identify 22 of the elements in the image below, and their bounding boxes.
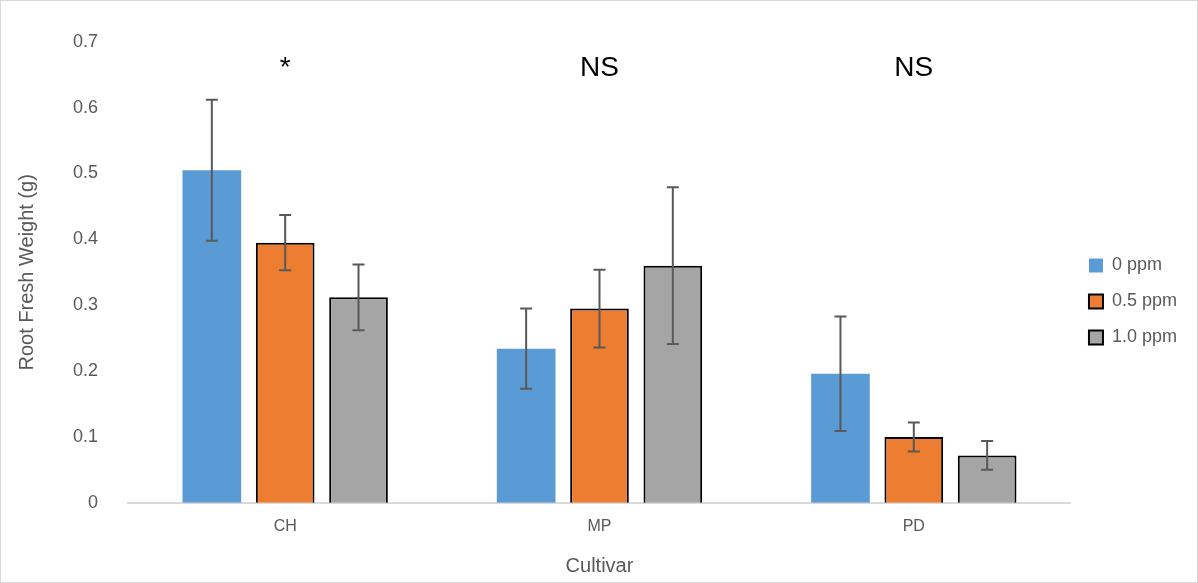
bar xyxy=(496,348,556,503)
y-tick-label: 0.2 xyxy=(72,360,99,381)
x-tick-label: MP xyxy=(587,516,612,534)
legend-label: 0 ppm xyxy=(1111,254,1162,275)
x-axis-title: Cultivar xyxy=(565,553,634,576)
annotation: * xyxy=(279,50,291,82)
y-tick-label: 0.5 xyxy=(72,162,99,183)
annotation: NS xyxy=(580,50,619,82)
y-tick-label: 0.7 xyxy=(72,30,99,51)
y-tick-label: 0.4 xyxy=(72,228,99,249)
bar xyxy=(811,373,870,503)
legend-label: 0.5 ppm xyxy=(1111,290,1178,311)
bar xyxy=(182,170,242,503)
x-tick-label: PD xyxy=(902,516,925,534)
y-tick-label: 0.1 xyxy=(72,425,99,446)
y-axis-title: Root Fresh Weight (g) xyxy=(14,174,37,371)
annotation: NS xyxy=(894,50,934,82)
y-tick-label: 0.6 xyxy=(72,96,99,117)
legend-label: 1.0 ppm xyxy=(1111,326,1178,347)
y-tick-label: 0 xyxy=(88,491,99,512)
y-tick-label: 0.3 xyxy=(72,294,99,315)
x-tick-label: CH xyxy=(273,516,297,534)
